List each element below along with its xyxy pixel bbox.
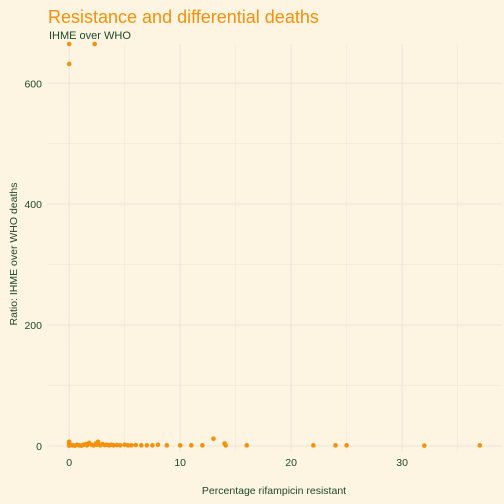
data-point bbox=[164, 443, 170, 448]
data-point bbox=[422, 443, 427, 448]
data-point bbox=[117, 443, 123, 448]
data-point bbox=[211, 436, 216, 442]
data-point bbox=[66, 439, 72, 445]
y-tick-label: 600 bbox=[24, 78, 42, 90]
y-axis-label: Ratio: IHME over WHO deaths bbox=[8, 183, 20, 326]
data-point bbox=[223, 443, 228, 448]
x-tick-label: 30 bbox=[396, 457, 408, 469]
chart-title: Resistance and differential deaths bbox=[48, 7, 319, 27]
data-point bbox=[139, 443, 144, 448]
data-point bbox=[477, 443, 483, 448]
chart-subtitle: IHME over WHO bbox=[49, 30, 131, 42]
data-point bbox=[114, 442, 120, 448]
x-tick-labels: 0 10 20 30 bbox=[66, 457, 408, 469]
y-tick-label: 400 bbox=[24, 199, 42, 211]
data-point bbox=[188, 443, 194, 448]
grid-lines bbox=[47, 44, 502, 452]
data-point bbox=[144, 443, 150, 448]
data-point bbox=[155, 442, 161, 448]
data-point bbox=[200, 443, 205, 448]
x-tick-label: 20 bbox=[285, 457, 297, 469]
x-axis-label: Percentage rifampicin resistant bbox=[202, 485, 346, 497]
data-point bbox=[66, 61, 72, 67]
data-point bbox=[129, 443, 134, 448]
data-point bbox=[95, 439, 101, 445]
data-point bbox=[333, 443, 338, 448]
y-tick-label: 200 bbox=[24, 320, 42, 332]
data-point bbox=[150, 443, 155, 448]
data-point bbox=[125, 443, 131, 448]
data-point bbox=[177, 443, 183, 448]
y-tick-label: 0 bbox=[36, 441, 42, 453]
y-tick-labels: 0 200 400 600 bbox=[24, 78, 42, 453]
data-point bbox=[92, 41, 98, 47]
data-point bbox=[111, 443, 116, 448]
data-point bbox=[66, 41, 72, 47]
data-point bbox=[133, 442, 139, 448]
data-point bbox=[311, 443, 316, 448]
data-points bbox=[66, 41, 483, 448]
x-tick-label: 10 bbox=[174, 457, 186, 469]
data-point bbox=[244, 443, 250, 448]
data-point bbox=[344, 443, 349, 448]
x-tick-label: 0 bbox=[66, 457, 72, 469]
